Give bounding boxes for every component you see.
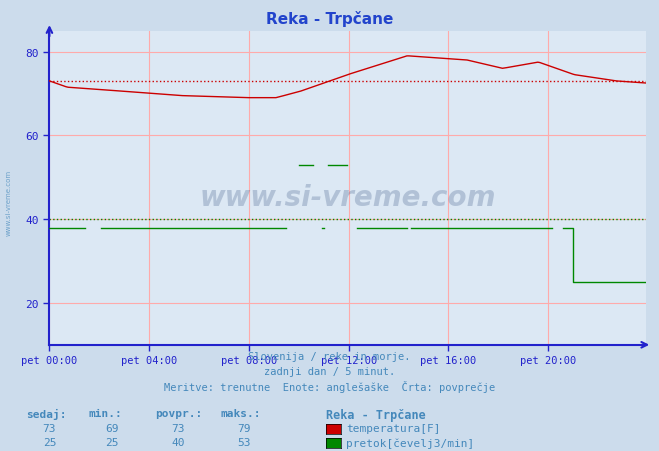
Text: 73: 73 [43, 423, 56, 433]
Text: maks.:: maks.: [221, 408, 261, 418]
Text: Reka - Trpčane: Reka - Trpčane [266, 11, 393, 27]
Text: povpr.:: povpr.: [155, 408, 202, 418]
Text: 25: 25 [105, 437, 119, 447]
Text: 69: 69 [105, 423, 119, 433]
Text: www.si-vreme.com: www.si-vreme.com [200, 184, 496, 212]
Text: Meritve: trenutne  Enote: anglešaške  Črta: povprečje: Meritve: trenutne Enote: anglešaške Črta… [164, 381, 495, 393]
Text: 53: 53 [237, 437, 250, 447]
Text: 40: 40 [171, 437, 185, 447]
Text: Reka - Trpčane: Reka - Trpčane [326, 408, 426, 421]
Text: 73: 73 [171, 423, 185, 433]
Text: Slovenija / reke in morje.: Slovenija / reke in morje. [248, 351, 411, 361]
Text: 79: 79 [237, 423, 250, 433]
Text: sedaj:: sedaj: [26, 408, 67, 419]
Text: 25: 25 [43, 437, 56, 447]
Text: www.si-vreme.com: www.si-vreme.com [5, 170, 11, 236]
Text: min.:: min.: [89, 408, 123, 418]
Text: temperatura[F]: temperatura[F] [346, 423, 440, 433]
Text: pretok[čevelj3/min]: pretok[čevelj3/min] [346, 437, 474, 448]
Text: zadnji dan / 5 minut.: zadnji dan / 5 minut. [264, 366, 395, 376]
